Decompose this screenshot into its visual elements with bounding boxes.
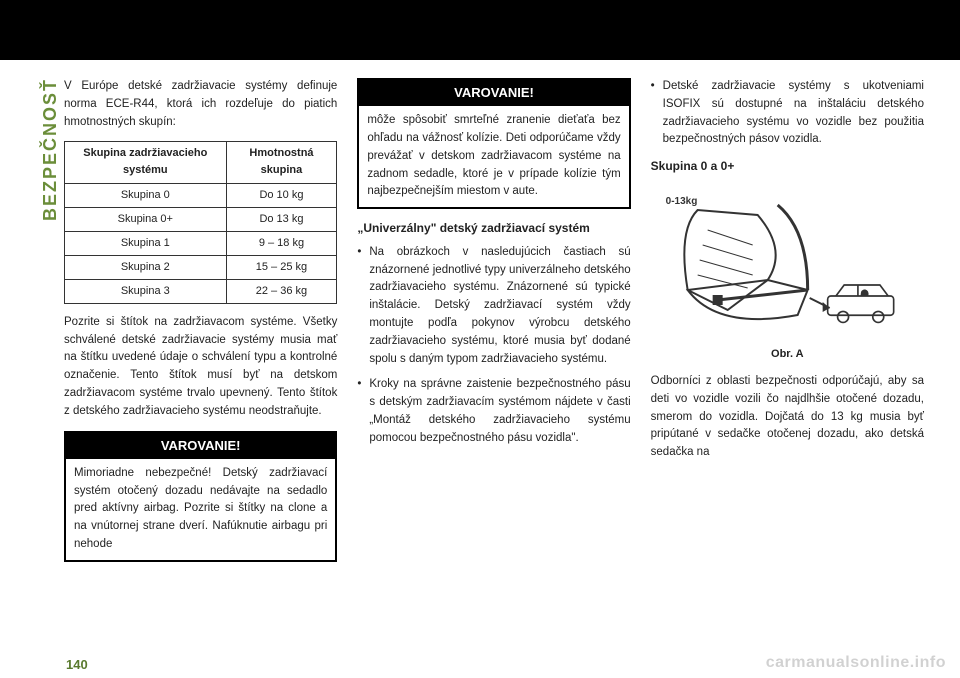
child-seat-figure: 0-13kg bbox=[651, 190, 924, 340]
figure-caption: Obr. A bbox=[651, 346, 924, 363]
section-side-label: BEZPEČNOSŤ bbox=[36, 78, 64, 648]
warning-body: môže spôsobiť smrteľné zranenie dieťaťa … bbox=[359, 106, 628, 207]
col2-subhead: „Univerzálny" detský zadržiavací systém bbox=[357, 219, 630, 238]
group-heading: Skupina 0 a 0+ bbox=[651, 157, 924, 176]
table-row: Skupina 19 – 18 kg bbox=[65, 231, 337, 255]
table-header: Skupina zadržiavacieho systému bbox=[65, 142, 227, 183]
top-bar bbox=[0, 0, 960, 60]
page-content: BEZPEČNOSŤ V Európe detské zadržiavacie … bbox=[36, 78, 924, 648]
col3-after-figure: Odborníci z oblasti bezpečnosti odporúča… bbox=[651, 373, 924, 462]
watermark: carmanualsonline.info bbox=[766, 654, 946, 672]
col2-bullet-list: Na obrázkoch v nasledujúcich častiach sú… bbox=[357, 244, 630, 448]
column-2: VAROVANIE! môže spôsobiť smrteľné zranen… bbox=[357, 78, 630, 648]
col3-bullet-list: Detské zadržiavacie systémy s ukotveniam… bbox=[651, 78, 924, 149]
list-item: Detské zadržiavacie systémy s ukotveniam… bbox=[651, 78, 924, 149]
warning-box: VAROVANIE! Mimoriadne nebezpečné! Detský… bbox=[64, 431, 337, 562]
column-1: V Európe detské zadržiavacie systémy def… bbox=[64, 78, 337, 648]
table-row: Skupina 0Do 10 kg bbox=[65, 183, 337, 207]
columns: V Európe detské zadržiavacie systémy def… bbox=[64, 78, 924, 648]
table-row: Skupina 322 – 36 kg bbox=[65, 279, 337, 303]
col1-after-table: Pozrite si štítok na zadržiavacom systém… bbox=[64, 314, 337, 421]
column-3: Detské zadržiavacie systémy s ukotveniam… bbox=[651, 78, 924, 648]
side-label-text: BEZPEČNOSŤ bbox=[40, 78, 61, 221]
table-header: Hmotnostná skupina bbox=[226, 142, 337, 183]
col1-intro: V Európe detské zadržiavacie systémy def… bbox=[64, 78, 337, 131]
weight-group-table: Skupina zadržiavacieho systému Hmotnostn… bbox=[64, 141, 337, 303]
warning-body: Mimoriadne nebezpečné! Detský zadržiavac… bbox=[66, 459, 335, 560]
child-seat-illustration-icon: 0-13kg bbox=[651, 190, 924, 340]
table-row: Skupina 0+Do 13 kg bbox=[65, 207, 337, 231]
figure-label: 0-13kg bbox=[665, 196, 697, 207]
page-number: 140 bbox=[66, 657, 88, 672]
list-item: Na obrázkoch v nasledujúcich častiach sú… bbox=[357, 244, 630, 369]
warning-title: VAROVANIE! bbox=[66, 433, 335, 459]
list-item: Kroky na správne zaistenie bezpečnostnéh… bbox=[357, 376, 630, 447]
table-row: Skupina 215 – 25 kg bbox=[65, 255, 337, 279]
warning-box: VAROVANIE! môže spôsobiť smrteľné zranen… bbox=[357, 78, 630, 209]
warning-title: VAROVANIE! bbox=[359, 80, 628, 106]
